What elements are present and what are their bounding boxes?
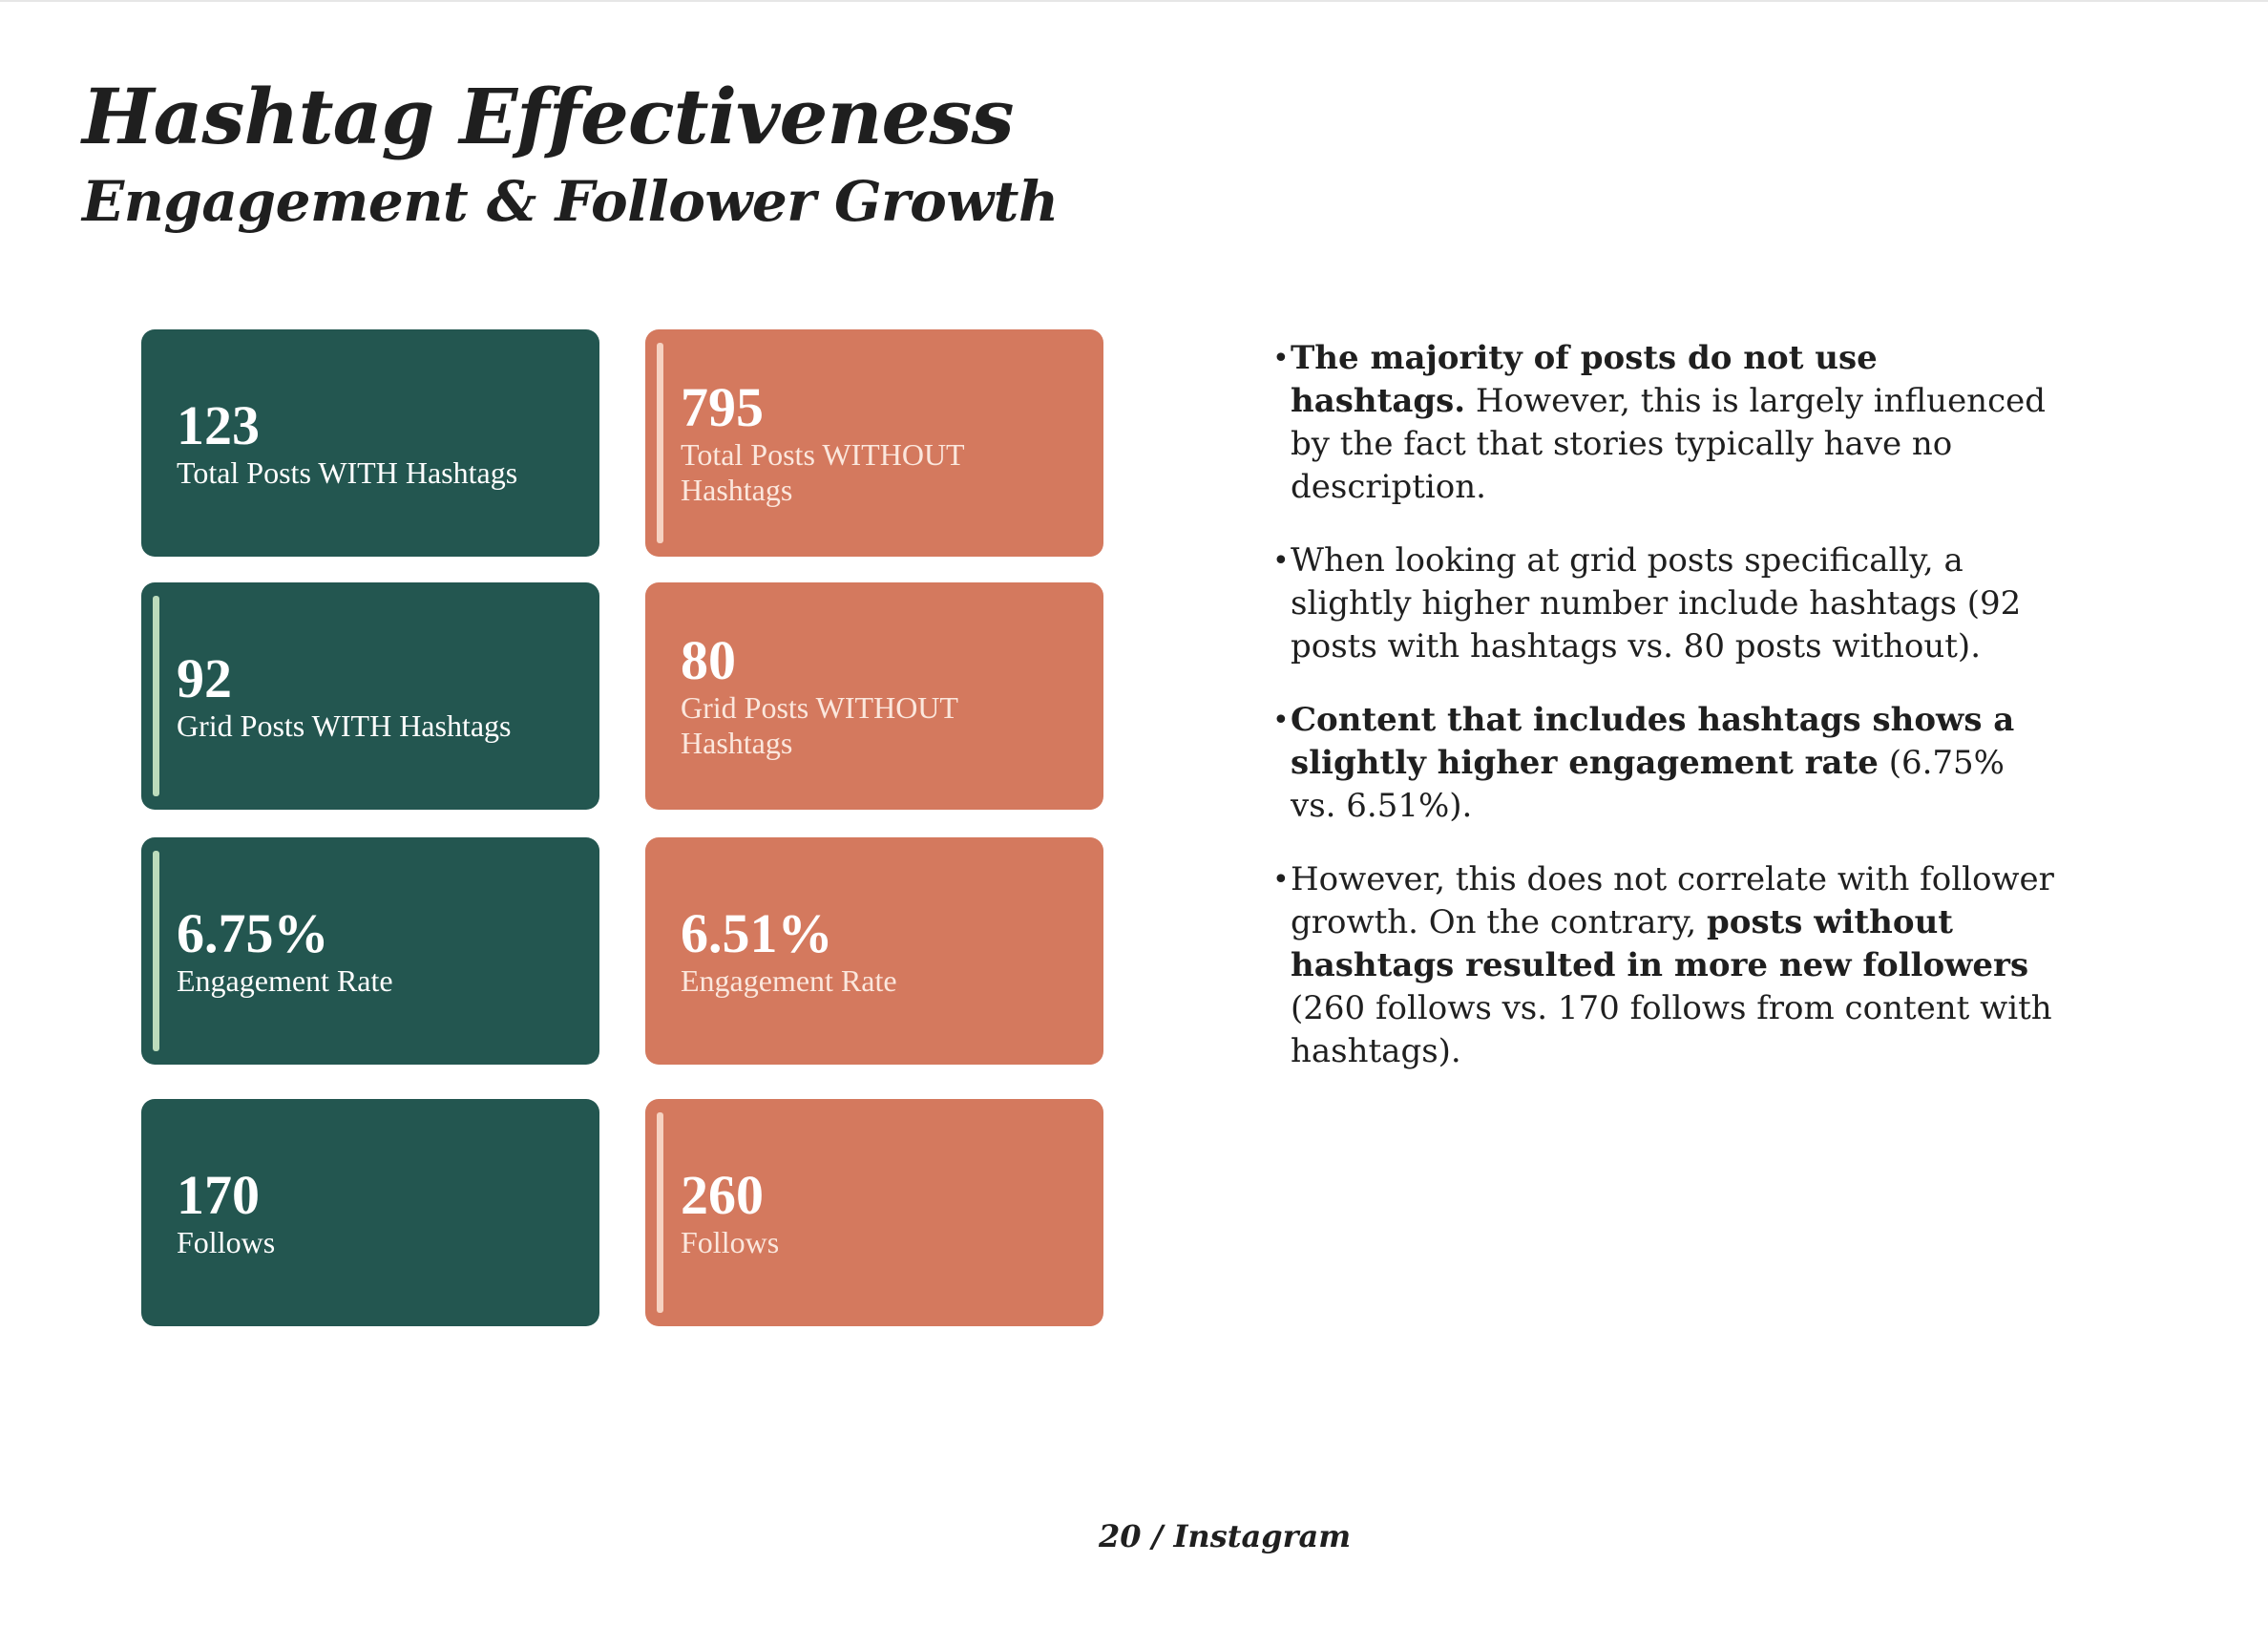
finding-text: However, this is largely influenced by t… [1291,382,2047,506]
findings-list: • The majority of posts do not use hashta… [1272,337,2055,1104]
stat-label: Engagement Rate [177,963,393,998]
page-subtitle: Engagement & Follower Growth [82,169,1059,234]
stat-value: 6.51% [681,902,833,964]
stat-label: Follows [177,1225,276,1259]
stat-value: 92 [177,647,232,709]
stat-card-grid-posts-with-hashtags: 92 Grid Posts WITH Hashtags [141,582,599,810]
finding-text: (6.75% vs. 6.51%). [1291,744,2005,825]
stat-label: Follows [681,1225,780,1259]
stat-value: 6.75% [177,902,329,964]
bullet-dot: • [1272,704,1290,737]
finding-item: • The majority of posts do not use hashta… [1272,337,2055,509]
page-title: Hashtag Effectiveness [82,72,1014,161]
stat-value: 170 [177,1164,260,1226]
finding-highlight: Content that includes hashtags shows a s… [1291,701,2015,782]
finding-text: However, this does not correlate with fo… [1291,860,2054,941]
bullet-dot: • [1272,342,1290,375]
bullet-dot: • [1272,544,1290,578]
stat-label: Engagement Rate [681,963,897,998]
stat-value: 795 [681,376,764,438]
card-accent-bar [153,596,159,796]
stat-cards-grid: 123 Total Posts WITH Hashtags 795 Total … [141,329,1103,1327]
stat-card-grid-posts-without-hashtags: 80 Grid Posts WITHOUT Hashtags [645,582,1103,810]
bullet-dot: • [1272,863,1290,897]
stat-card-follows-with-hashtags: 170 Follows [141,1099,599,1326]
card-accent-bar [153,851,159,1051]
stat-card-engagement-rate-with-hashtags: 6.75% Engagement Rate [141,837,599,1065]
stat-value: 123 [177,394,260,456]
finding-text: (260 follows vs. 170 follows from conten… [1291,989,2052,1070]
stat-label: Grid Posts WITHOUT Hashtags [681,690,958,760]
stat-label: Total Posts WITH Hashtags [177,455,518,490]
card-accent-bar [657,343,663,543]
stat-card-total-posts-without-hashtags: 795 Total Posts WITHOUT Hashtags [645,329,1103,557]
stat-card-engagement-rate-without-hashtags: 6.51% Engagement Rate [645,837,1103,1065]
finding-item: • Content that includes hashtags shows a … [1272,699,2055,828]
card-accent-bar [657,1112,663,1313]
finding-item: • When looking at grid posts specifically… [1272,539,2055,668]
page-footer: 20 / Instagram [1098,1518,1352,1554]
stat-label: Grid Posts WITH Hashtags [177,708,512,743]
stat-card-follows-without-hashtags: 260 Follows [645,1099,1103,1326]
stat-value: 80 [681,629,736,691]
finding-item: • However, this does not correlate with f… [1272,858,2055,1073]
top-divider [0,0,2268,2]
finding-text: When looking at grid posts specifically,… [1291,541,2022,666]
stat-label: Total Posts WITHOUT Hashtags [681,437,965,507]
finding-highlight: The majority of posts do not use hashtag… [1291,339,1878,420]
stat-card-total-posts-with-hashtags: 123 Total Posts WITH Hashtags [141,329,599,557]
finding-highlight: posts without hashtags resulted in more … [1291,903,2029,984]
stat-value: 260 [681,1164,764,1226]
